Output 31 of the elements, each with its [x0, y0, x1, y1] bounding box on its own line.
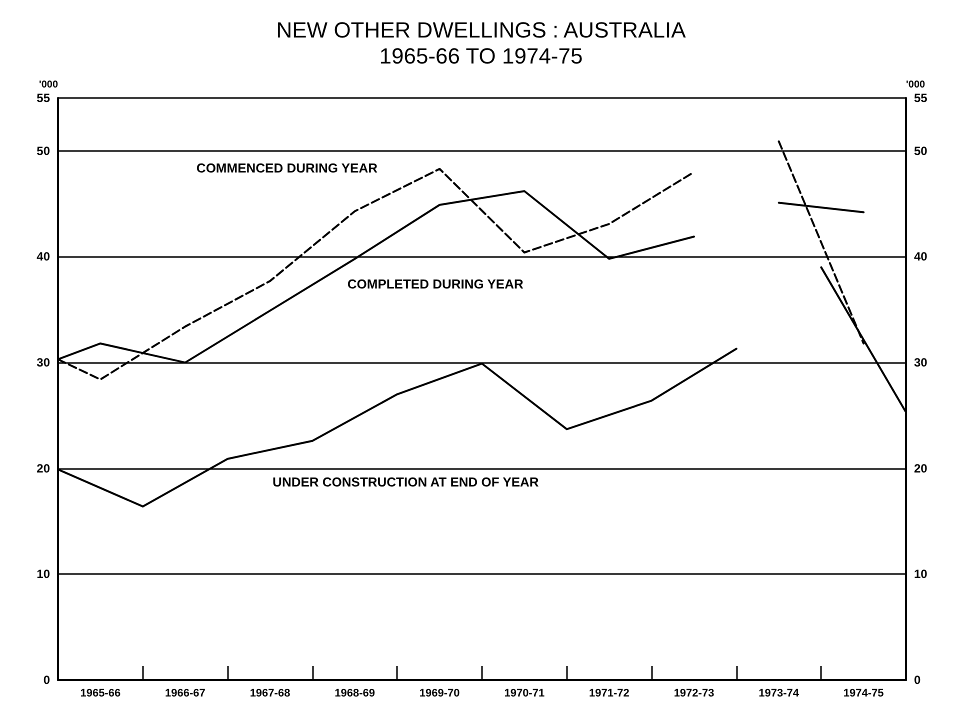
y-tick-label: 0: [43, 673, 50, 687]
x-tick-label: 1973-74: [758, 688, 800, 700]
x-tick-label: 1971-72: [589, 688, 630, 700]
x-tick-label: 1967-68: [250, 688, 290, 700]
y-tick-label: 40: [36, 250, 50, 264]
y2-tick-label: 20: [914, 461, 928, 476]
annotation: COMMENCED DURING YEAR: [196, 160, 378, 176]
x-tick-label: 1974-75: [843, 688, 884, 700]
x-tick-label: 1972-73: [674, 688, 714, 700]
y2-tick-label: 55: [914, 91, 928, 105]
x-tick-label: 1969-70: [419, 688, 460, 700]
x-tick-label: 1968-69: [334, 688, 375, 700]
annotation: UNDER CONSTRUCTION AT END OF YEAR: [272, 474, 540, 490]
y2-tick-label: 40: [914, 250, 928, 264]
y2-axis-title: '000: [906, 80, 926, 90]
y-tick-label: 55: [36, 91, 50, 105]
chart-subtitle: 1965-66 TO 1974-75: [379, 44, 583, 68]
y-tick-label: 30: [36, 356, 50, 370]
x-tick-label: 1966-67: [165, 688, 206, 700]
y-tick-label: 50: [36, 144, 50, 158]
y2-tick-label: 50: [914, 144, 928, 158]
chart-title: NEW OTHER DWELLINGS : AUSTRALIA: [276, 18, 686, 42]
y2-tick-label: 10: [914, 567, 928, 582]
y-tick-label: 20: [36, 461, 50, 476]
y-tick-label: 10: [36, 567, 50, 582]
y-axis-title: '000: [38, 80, 58, 90]
y2-tick-label: 30: [914, 356, 928, 370]
annotation: COMPLETED DURING YEAR: [347, 276, 524, 292]
x-tick-label: 1970-71: [504, 688, 545, 700]
x-tick-label: 1965-66: [80, 688, 121, 700]
y2-tick-label: 0: [914, 673, 921, 687]
